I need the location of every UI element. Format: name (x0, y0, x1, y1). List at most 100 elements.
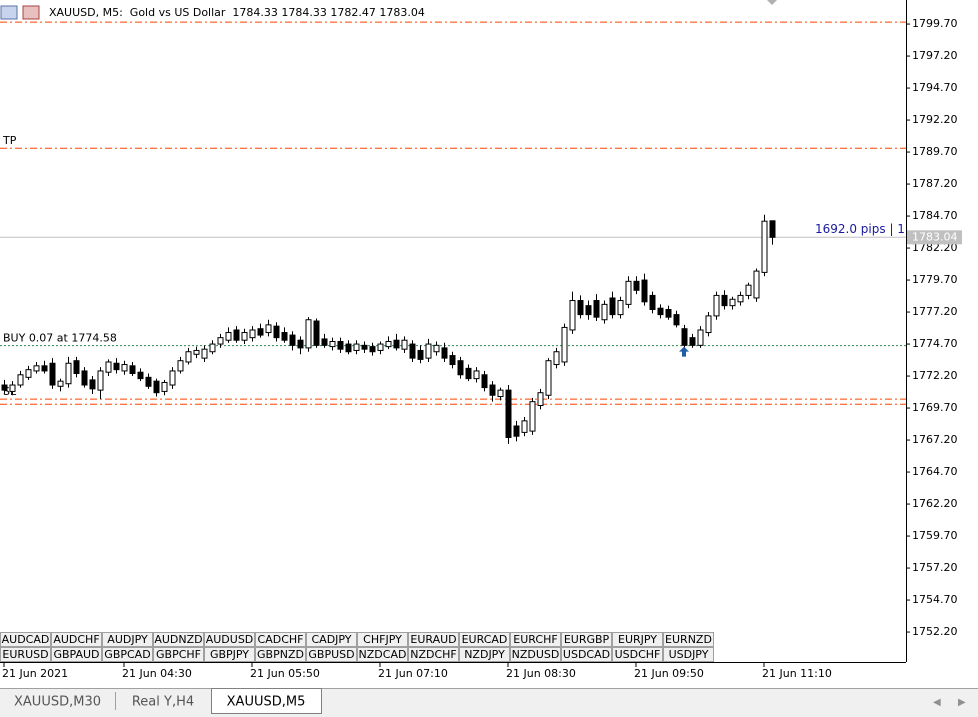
candle-body (225, 332, 232, 341)
candle-body (265, 324, 272, 334)
candle-body (737, 294, 744, 303)
symbol-button[interactable] (561, 647, 612, 662)
symbol-button[interactable] (204, 647, 255, 662)
symbol-button[interactable] (459, 632, 510, 647)
symbol-button-label[interactable]: USDCHF (615, 648, 661, 661)
candle-body (609, 297, 616, 316)
symbol-button-label[interactable]: NZDJPY (464, 648, 505, 661)
symbol-button[interactable] (612, 647, 663, 662)
symbol-button[interactable] (510, 647, 561, 662)
candle-body (473, 370, 480, 380)
symbol-button[interactable] (51, 647, 102, 662)
symbol-button-label[interactable]: EURUSD (2, 648, 48, 661)
symbol-button-label[interactable]: GBPAUD (53, 648, 99, 661)
candle-body (769, 220, 776, 238)
candle-body (81, 370, 88, 386)
symbol-button[interactable] (357, 632, 408, 647)
candle-body (97, 370, 104, 391)
symbol-button[interactable] (459, 647, 510, 662)
candle-body (761, 220, 768, 273)
scroll-right[interactable]: ▶ (958, 697, 966, 708)
candle-body (401, 339, 408, 350)
symbol-button-label[interactable]: EURCHF (513, 633, 557, 646)
symbol-button-label[interactable]: CADCHF (258, 633, 304, 646)
symbol-button-label[interactable]: GBPCAD (104, 648, 150, 661)
symbol-button-label[interactable]: CADJPY (311, 633, 351, 646)
symbol-button[interactable] (663, 632, 714, 647)
symbol-button[interactable] (561, 632, 612, 647)
tab-bar (0, 688, 978, 717)
symbol-button-label[interactable]: USDJPY (669, 648, 709, 661)
symbol-button-label[interactable]: NZDCHF (410, 648, 457, 661)
candle-body (553, 351, 560, 366)
symbol-button-label[interactable]: GBPUSD (308, 648, 354, 661)
candle-body (9, 384, 16, 392)
y-tick-label: 1774.70 (912, 337, 958, 350)
symbol-button[interactable] (102, 632, 153, 647)
symbol-button-label[interactable]: EURGBP (564, 633, 610, 646)
trade-arrow (679, 346, 689, 357)
symbol-button[interactable] (357, 647, 408, 662)
symbol-button[interactable] (306, 632, 357, 647)
symbol-button[interactable] (51, 632, 102, 647)
price-tag (907, 230, 962, 245)
tab-active[interactable] (211, 688, 322, 714)
symbol-button-label[interactable]: GBPNZD (257, 648, 304, 661)
x-tick-label: 21 Jun 05:50 (250, 667, 320, 680)
candle-body (329, 340, 336, 348)
tab-label[interactable]: XAUUSD,M30 (14, 695, 101, 710)
candle-body (593, 300, 600, 318)
pips-annotation: 1692.0 pips | 11 (815, 222, 913, 236)
symbol-button-label[interactable]: AUDUSD (206, 633, 254, 646)
symbol-button[interactable] (0, 632, 51, 647)
x-tick-label: 21 Jun 08:30 (506, 667, 576, 680)
symbol-button-label[interactable]: AUDCAD (2, 633, 50, 646)
symbol-button-label[interactable]: AUDCHF (53, 633, 99, 646)
candle-body (145, 376, 152, 387)
candle-body (409, 343, 416, 359)
y-tick-label: 1794.70 (912, 81, 958, 94)
symbol-button-label[interactable]: GBPJPY (210, 648, 249, 661)
symbol-button-label[interactable]: NZDCAD (359, 648, 407, 661)
icon[interactable] (0, 5, 18, 20)
candle-body (497, 389, 504, 398)
symbol-button[interactable] (612, 632, 663, 647)
y-tick-label: 1752.20 (912, 625, 958, 638)
scroll-left[interactable]: ◀ (933, 697, 941, 708)
candle-body (345, 343, 352, 353)
symbol-button-label[interactable]: EURAUD (410, 633, 456, 646)
candle-body (113, 362, 120, 371)
symbol-button[interactable] (663, 647, 714, 662)
symbol-button[interactable] (255, 647, 306, 662)
candle-body (529, 401, 536, 432)
symbol-button[interactable] (153, 647, 204, 662)
symbol-button[interactable] (153, 632, 204, 647)
tab-label[interactable]: Real Y,H4 (132, 695, 194, 710)
tab-label[interactable]: XAUUSD,M5 (227, 695, 306, 710)
y-tick-label: 1762.20 (912, 497, 958, 510)
symbol-button-label[interactable]: CHFJPY (363, 633, 402, 646)
symbol-button-label[interactable]: EURJPY (618, 633, 657, 646)
symbol-button[interactable] (408, 632, 459, 647)
icon[interactable] (22, 5, 40, 20)
symbol-button[interactable] (102, 647, 153, 662)
symbol-button-label[interactable]: EURCAD (462, 633, 508, 646)
symbol-button[interactable] (510, 632, 561, 647)
candle-body (41, 365, 48, 372)
candle-body (521, 420, 528, 433)
symbol-button[interactable] (204, 632, 255, 647)
candle-body (321, 338, 328, 346)
symbol-button[interactable] (408, 647, 459, 662)
symbol-button-label[interactable]: AUDJPY (107, 633, 148, 646)
symbol-button[interactable] (255, 632, 306, 647)
symbol-button[interactable] (0, 647, 51, 662)
symbol-button-label[interactable]: EURNZD (665, 633, 712, 646)
symbol-button-label[interactable]: AUDNZD (154, 633, 202, 646)
symbol-button-label[interactable]: USDCAD (563, 648, 610, 661)
symbol-button[interactable] (306, 647, 357, 662)
symbol-button-label[interactable]: GBPCHF (156, 648, 201, 661)
candle-body (73, 360, 80, 374)
symbol-button-label[interactable]: NZDUSD (512, 648, 560, 661)
